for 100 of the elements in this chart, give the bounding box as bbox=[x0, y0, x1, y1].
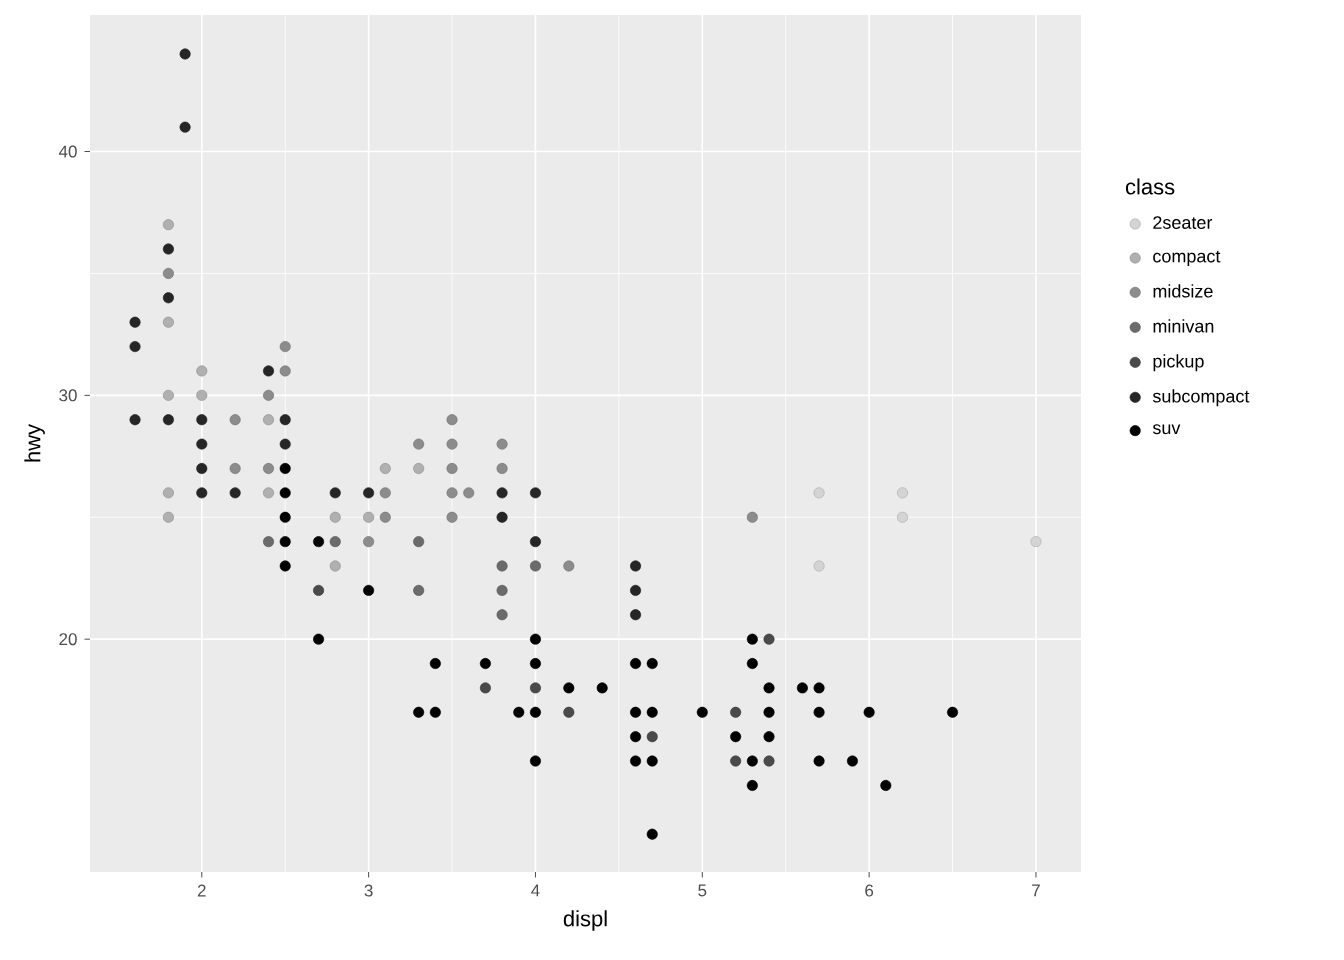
point bbox=[746, 658, 758, 670]
point bbox=[479, 682, 491, 694]
point bbox=[496, 487, 508, 499]
point bbox=[446, 487, 458, 499]
legend-label: subcompact bbox=[1152, 389, 1250, 407]
point bbox=[196, 487, 208, 499]
point bbox=[196, 414, 208, 426]
point bbox=[413, 536, 425, 548]
point bbox=[329, 536, 341, 548]
point bbox=[129, 414, 141, 426]
legend-label: midsize bbox=[1153, 284, 1213, 298]
point bbox=[513, 706, 525, 718]
point bbox=[479, 658, 491, 670]
point bbox=[279, 365, 291, 377]
point bbox=[529, 706, 541, 718]
point bbox=[896, 487, 908, 499]
point bbox=[630, 706, 642, 718]
point bbox=[179, 121, 191, 133]
point bbox=[646, 755, 658, 767]
point bbox=[646, 828, 658, 840]
point bbox=[279, 414, 291, 426]
point bbox=[563, 560, 575, 572]
point bbox=[646, 731, 658, 743]
point bbox=[162, 389, 174, 401]
point bbox=[413, 438, 425, 450]
point bbox=[630, 609, 642, 621]
point bbox=[947, 706, 959, 718]
point bbox=[496, 462, 508, 474]
point bbox=[196, 438, 208, 450]
point bbox=[162, 243, 174, 255]
point bbox=[263, 414, 275, 426]
point bbox=[746, 633, 758, 645]
point bbox=[529, 536, 541, 548]
x-tick-label: 6 bbox=[865, 884, 874, 897]
x-tick-label: 7 bbox=[1032, 884, 1040, 897]
point bbox=[496, 560, 508, 572]
point bbox=[229, 414, 241, 426]
point bbox=[263, 536, 275, 548]
point bbox=[529, 682, 541, 694]
point bbox=[446, 462, 458, 474]
point bbox=[529, 487, 541, 499]
point bbox=[313, 633, 325, 645]
point bbox=[796, 682, 808, 694]
x-tick-label: 5 bbox=[698, 884, 707, 897]
point bbox=[863, 706, 875, 718]
point bbox=[813, 682, 825, 694]
point bbox=[363, 536, 375, 548]
y-tick-label: 30 bbox=[59, 389, 77, 402]
point bbox=[229, 462, 241, 474]
point bbox=[630, 658, 642, 670]
point bbox=[446, 414, 458, 426]
point bbox=[363, 487, 375, 499]
point bbox=[529, 658, 541, 670]
point bbox=[279, 511, 291, 523]
point bbox=[196, 389, 208, 401]
point bbox=[229, 487, 241, 499]
point bbox=[630, 731, 642, 743]
point bbox=[162, 316, 174, 328]
point bbox=[263, 487, 275, 499]
point bbox=[646, 706, 658, 718]
point bbox=[329, 560, 341, 572]
point bbox=[162, 414, 174, 426]
point bbox=[813, 706, 825, 718]
legend-label: compact bbox=[1153, 250, 1221, 267]
point bbox=[563, 682, 575, 694]
point bbox=[730, 755, 742, 767]
point bbox=[730, 706, 742, 718]
x-tick-label: 2 bbox=[197, 884, 206, 897]
point bbox=[329, 511, 341, 523]
point bbox=[129, 316, 141, 328]
point bbox=[162, 511, 174, 523]
point bbox=[813, 755, 825, 767]
point bbox=[279, 536, 291, 548]
point bbox=[313, 536, 325, 548]
point bbox=[730, 731, 742, 743]
point bbox=[379, 511, 391, 523]
point bbox=[763, 706, 775, 718]
point bbox=[279, 487, 291, 499]
x-tick-label: 3 bbox=[364, 884, 373, 897]
point bbox=[162, 487, 174, 499]
point bbox=[446, 438, 458, 450]
point bbox=[413, 584, 425, 596]
point bbox=[563, 706, 575, 718]
point bbox=[763, 633, 775, 645]
point bbox=[279, 560, 291, 572]
point bbox=[630, 560, 642, 572]
point bbox=[646, 658, 658, 670]
point bbox=[179, 48, 191, 60]
point bbox=[596, 682, 608, 694]
point bbox=[496, 511, 508, 523]
point bbox=[413, 706, 425, 718]
point bbox=[363, 511, 375, 523]
point bbox=[630, 584, 642, 596]
point bbox=[313, 584, 325, 596]
point bbox=[529, 560, 541, 572]
point bbox=[429, 658, 441, 670]
point bbox=[496, 584, 508, 596]
point bbox=[279, 462, 291, 474]
point bbox=[129, 341, 141, 353]
point bbox=[379, 462, 391, 474]
